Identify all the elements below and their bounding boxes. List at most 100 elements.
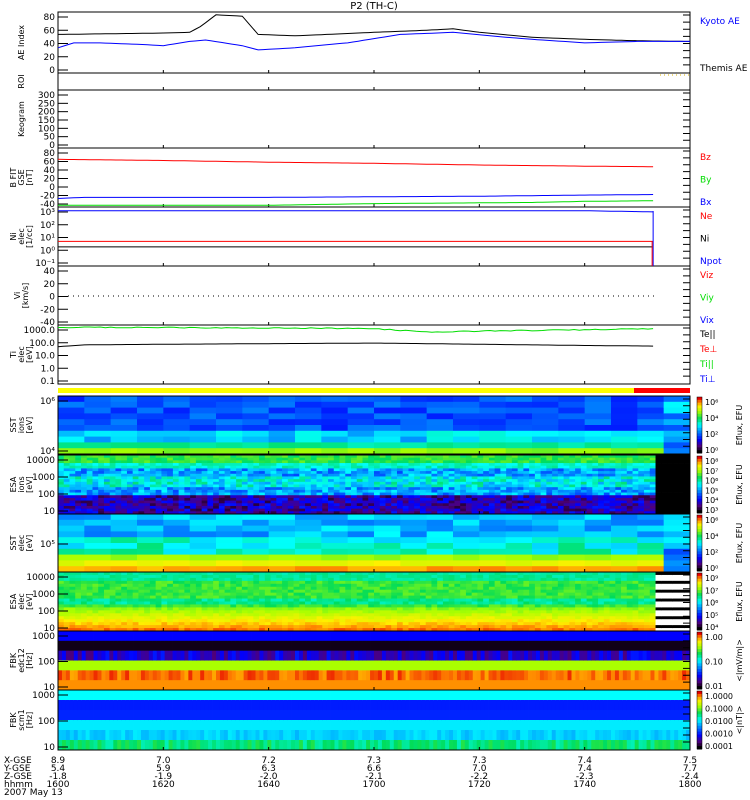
spectrogram-cell: [224, 457, 231, 461]
spectrogram-cell: [598, 495, 605, 499]
spectrogram-cell: [195, 484, 203, 488]
spectrogram-cell: [144, 601, 151, 605]
spectrogram-cell: [534, 607, 542, 611]
spectrogram-cell: [110, 519, 138, 526]
spectrogram-cell: [144, 465, 151, 469]
spectrogram-cell: [500, 595, 507, 599]
spectrogram-cell: [374, 430, 401, 437]
spectrogram-cell: [385, 577, 392, 582]
spectrogram-cell: [299, 505, 306, 510]
spectrogram-cell: [345, 500, 352, 504]
spectrogram-cell: [190, 607, 197, 611]
spectrogram-cell: [58, 465, 65, 469]
spectrogram-cell: [345, 479, 352, 483]
spectrogram-cell: [149, 487, 157, 491]
spectrogram-cell: [454, 457, 461, 461]
spectrogram-cell: [109, 607, 116, 611]
spectrogram-cell: [224, 489, 231, 493]
spectrogram-cell: [347, 548, 375, 555]
spectrogram-cell: [282, 460, 289, 464]
spectrogram-cell: [126, 572, 134, 576]
spectrogram-cell: [172, 595, 180, 599]
spectrogram-cell: [637, 448, 665, 455]
spectrogram-cell: [396, 592, 404, 596]
spectrogram-cell: [207, 500, 214, 504]
spectrogram-cell: [195, 476, 203, 480]
spectrogram-cell: [460, 460, 467, 464]
spectrogram-cell: [241, 589, 248, 594]
spectrogram-cell: [241, 628, 248, 632]
spectrogram-cell: [167, 468, 174, 472]
spectrogram-cell: [374, 577, 381, 582]
spectrogram-cell: [236, 487, 243, 491]
spectrogram-cell: [402, 601, 409, 605]
spectrogram-cell: [84, 407, 112, 414]
spectrogram-cell: [442, 495, 450, 499]
spectrogram-cell: [351, 613, 358, 617]
spectrogram-cell: [575, 495, 582, 499]
spectrogram-cell: [586, 473, 593, 477]
spectrogram-cell: [356, 511, 363, 515]
spectrogram-cell: [598, 481, 605, 485]
spectrogram-cell: [276, 465, 283, 469]
spectrogram-cell: [339, 625, 346, 629]
spectrogram-cell: [236, 468, 243, 472]
spectrogram-cell: [529, 595, 536, 599]
spectrogram-cell: [242, 548, 270, 555]
spectrogram-cell: [230, 601, 237, 605]
spectrogram-cell: [500, 607, 507, 611]
spectrogram-cell: [259, 574, 266, 579]
spectrogram-cell: [230, 473, 237, 477]
spectrogram-cell: [115, 457, 122, 461]
spectrogram-cell: [126, 625, 134, 629]
spectrogram-cell: [517, 495, 524, 499]
spectrogram-cell: [86, 481, 93, 485]
spectrogram-cell: [351, 487, 358, 491]
spectrogram-cell: [161, 601, 168, 605]
spectrogram-cell: [172, 489, 180, 493]
spectrogram-cell: [500, 622, 507, 626]
spectrogram-cell: [471, 503, 478, 507]
spectrogram-cell: [63, 610, 70, 614]
spectrogram-cell: [103, 455, 111, 459]
spectrogram-cell: [483, 508, 490, 512]
spectrogram-cell: [356, 628, 363, 632]
spectrogram-cell: [448, 479, 455, 483]
spectrogram-cell: [400, 396, 428, 403]
spectrogram-cell: [425, 610, 432, 614]
spectrogram-cell: [189, 554, 217, 561]
spectrogram-cell: [592, 479, 599, 483]
spectrogram-cell: [356, 589, 363, 594]
colorbar-cell: [697, 399, 702, 404]
spectrogram-cell: [63, 595, 70, 599]
spectrogram-cell: [58, 481, 65, 485]
spectrogram-cell: [603, 497, 610, 501]
spectrogram-cell: [345, 625, 352, 629]
spectrogram-cell: [305, 481, 312, 485]
spectrogram-cell: [488, 625, 496, 629]
spectrogram-cell: [621, 503, 628, 507]
spectrogram-cell: [479, 554, 507, 561]
spectrogram-cell: [506, 604, 513, 608]
spectrogram-cell: [402, 574, 409, 579]
spectrogram-cell: [453, 442, 480, 449]
spectrogram-cell: [80, 500, 88, 504]
spectrogram-cell: [282, 505, 289, 510]
spectrogram-cell: [201, 503, 208, 507]
spectrogram-cell: [391, 601, 398, 605]
spectrogram-cell: [138, 577, 145, 582]
spectrogram-cell: [299, 463, 306, 467]
spectrogram-cell: [144, 457, 151, 461]
spectrogram-cell: [109, 505, 116, 510]
spectrogram-cell: [374, 586, 381, 591]
spectrogram-cell: [282, 455, 289, 459]
spectrogram-cell: [460, 497, 467, 501]
spectrogram-cell: [426, 548, 454, 555]
spectrogram-cell: [264, 471, 271, 475]
spectrogram-cell: [460, 508, 467, 512]
spectrogram-cell: [86, 473, 93, 477]
spectrogram-cell: [385, 574, 392, 579]
spectrogram-cell: [517, 592, 524, 596]
spectrogram-cell: [655, 497, 662, 501]
spectrogram-cell: [201, 497, 208, 501]
